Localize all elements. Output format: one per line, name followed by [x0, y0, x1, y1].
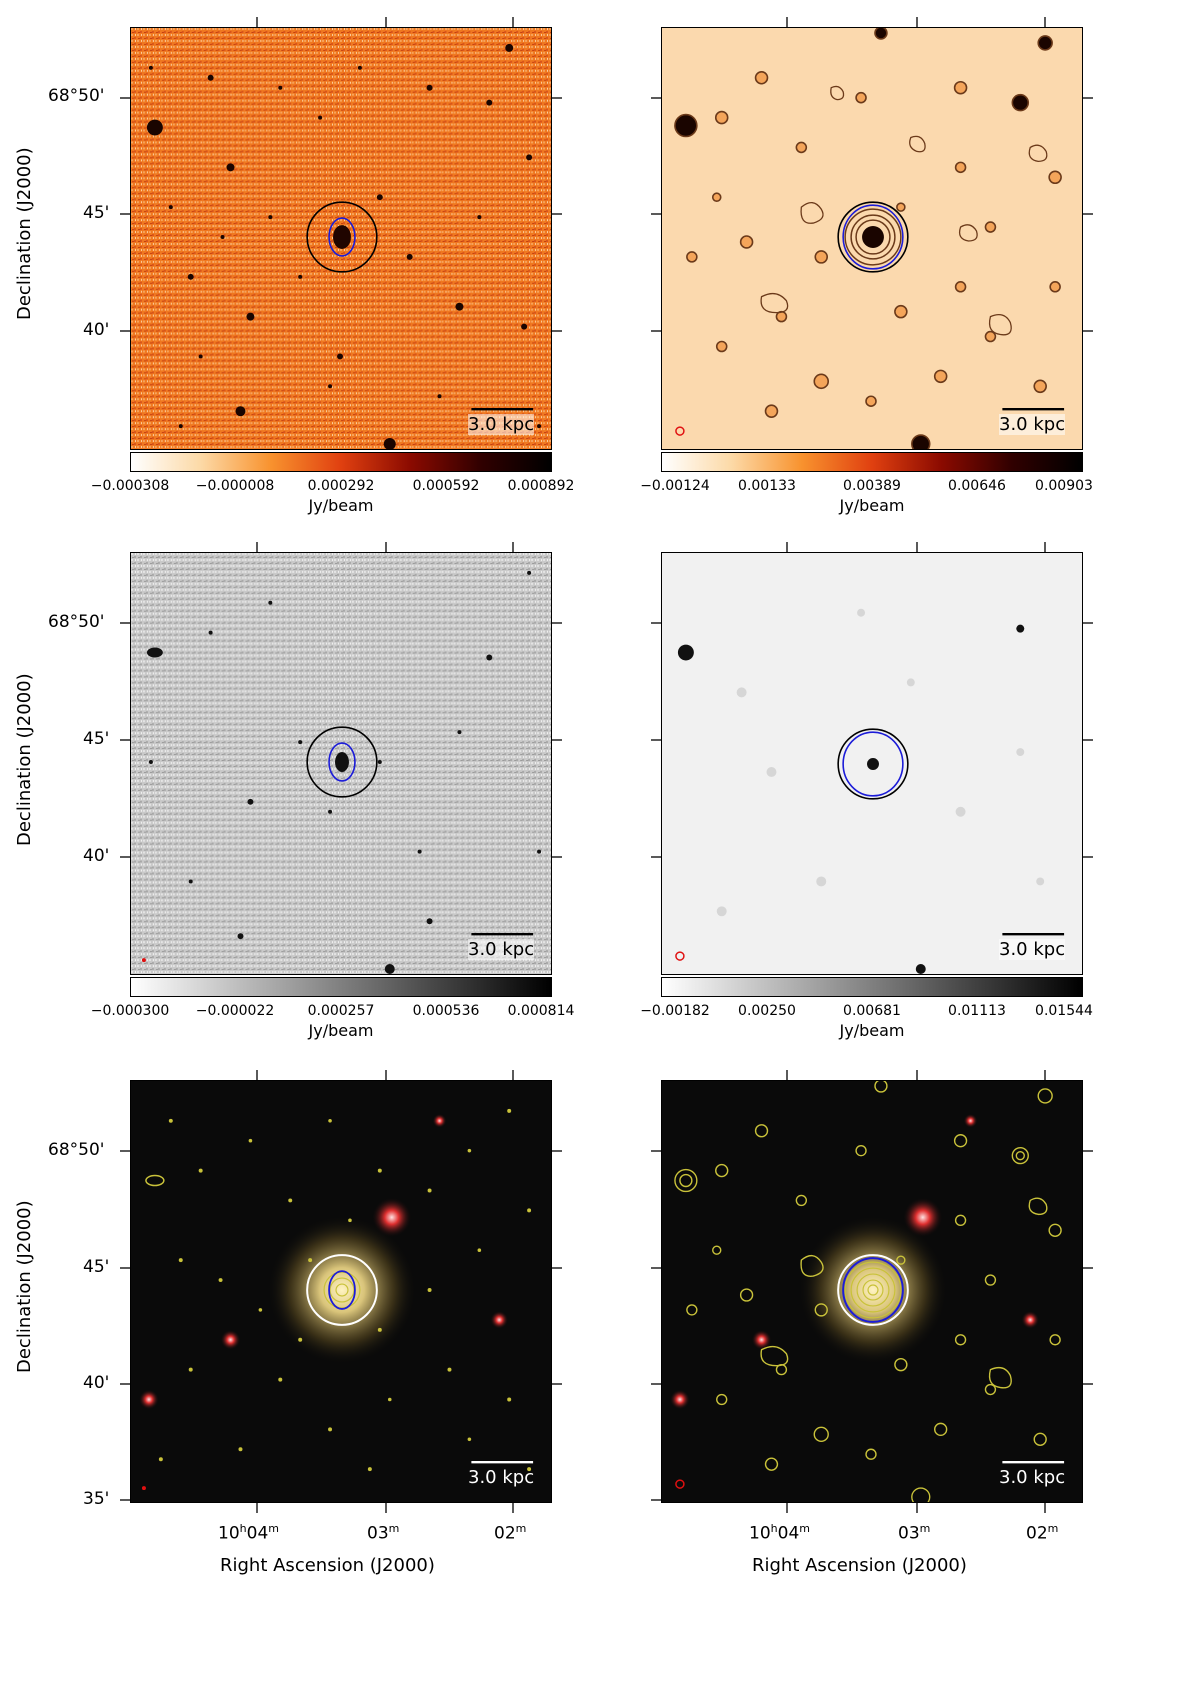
dec-tick-label: 40'	[83, 846, 110, 866]
image-frame-row1-right: 3.0 kpc	[661, 27, 1083, 450]
colorbar-tick: 0.000892	[507, 478, 575, 494]
colorbar-tick: 0.01113	[948, 1003, 1006, 1019]
colorbar-unit-label: Jy/beam	[308, 1021, 374, 1040]
image-frame-row3-right: 3.0 kpc	[661, 1080, 1083, 1503]
dec-tick-label: 40'	[83, 1373, 110, 1393]
image-frame-row2-right: 3.0 kpc	[661, 552, 1083, 975]
image-frame-row3-left: 3.0 kpc	[130, 1080, 552, 1503]
scale-bar-label: 3.0 kpc	[468, 414, 535, 435]
colorbar-tick: −0.00182	[640, 1003, 710, 1019]
colorbar-unit-label: Jy/beam	[308, 496, 374, 515]
colorbar-row1-left	[130, 452, 552, 472]
colorbar-tick: −0.000308	[90, 478, 170, 494]
colorbar-tick: −0.000300	[90, 1003, 170, 1019]
colorbar-tick: 0.000536	[412, 1003, 480, 1019]
colorbar-tick: 0.01544	[1035, 1003, 1093, 1019]
colorbar-tick: −0.000022	[195, 1003, 275, 1019]
colorbar-tick: −0.00124	[640, 478, 710, 494]
colorbar-tick: 0.00133	[738, 478, 796, 494]
dec-tick-label: 45'	[83, 729, 110, 749]
colorbar-tick: 0.00903	[1035, 478, 1093, 494]
radio-image-row1-left	[131, 28, 551, 449]
dec-axis-label: Declination (J2000)	[14, 147, 35, 320]
optical-image-row3-left	[131, 1081, 551, 1502]
radio-image-row2-left	[131, 553, 551, 974]
ra-tick-label: 10h04m	[749, 1522, 810, 1544]
colorbar-tick: 0.00389	[843, 478, 901, 494]
dec-tick-label: 68°50'	[48, 1140, 105, 1160]
colorbar-row2-left	[130, 977, 552, 997]
colorbar-unit-label: Jy/beam	[839, 496, 905, 515]
ra-tick-label: 10h04m	[218, 1522, 279, 1544]
colorbar-tick: 0.00646	[948, 478, 1006, 494]
dec-tick-label: 45'	[83, 203, 110, 223]
colorbar-tick: 0.000292	[307, 478, 375, 494]
radio-image-row2-right	[662, 553, 1082, 974]
colorbar-tick: 0.00681	[843, 1003, 901, 1019]
scale-bar-label: 3.0 kpc	[468, 1467, 535, 1488]
colorbar-tick: 0.00250	[738, 1003, 796, 1019]
dec-tick-label: 45'	[83, 1257, 110, 1277]
ra-tick-label: 02m	[1026, 1522, 1059, 1544]
scale-bar-label: 3.0 kpc	[468, 939, 535, 960]
ra-tick-label: 03m	[367, 1522, 400, 1544]
ra-axis-label: Right Ascension (J2000)	[220, 1555, 435, 1576]
dec-axis-label: Declination (J2000)	[14, 1200, 35, 1373]
colorbar-tick: −0.000008	[195, 478, 275, 494]
scale-bar-label: 3.0 kpc	[999, 414, 1066, 435]
image-frame-row2-left: 3.0 kpc	[130, 552, 552, 975]
image-frame-row1-left: 3.0 kpc	[130, 27, 552, 450]
colorbar-tick: 0.000814	[507, 1003, 575, 1019]
dec-tick-label: 40'	[83, 320, 110, 340]
colorbar-unit-label: Jy/beam	[839, 1021, 905, 1040]
ra-tick-label: 02m	[494, 1522, 527, 1544]
scale-bar-label: 3.0 kpc	[999, 1467, 1066, 1488]
ra-axis-label: Right Ascension (J2000)	[752, 1555, 967, 1576]
dec-tick-label: 35'	[83, 1489, 110, 1509]
colorbar-tick: 0.000592	[412, 478, 480, 494]
ra-tick-label: 03m	[898, 1522, 931, 1544]
dec-tick-label: 68°50'	[48, 86, 105, 106]
radio-image-row1-right	[662, 28, 1082, 449]
colorbar-tick: 0.000257	[307, 1003, 375, 1019]
scale-bar-label: 3.0 kpc	[999, 939, 1066, 960]
dec-axis-label: Declination (J2000)	[14, 673, 35, 846]
dec-tick-label: 68°50'	[48, 612, 105, 632]
optical-image-row3-right	[662, 1081, 1082, 1502]
colorbar-row1-right	[661, 452, 1083, 472]
colorbar-row2-right	[661, 977, 1083, 997]
